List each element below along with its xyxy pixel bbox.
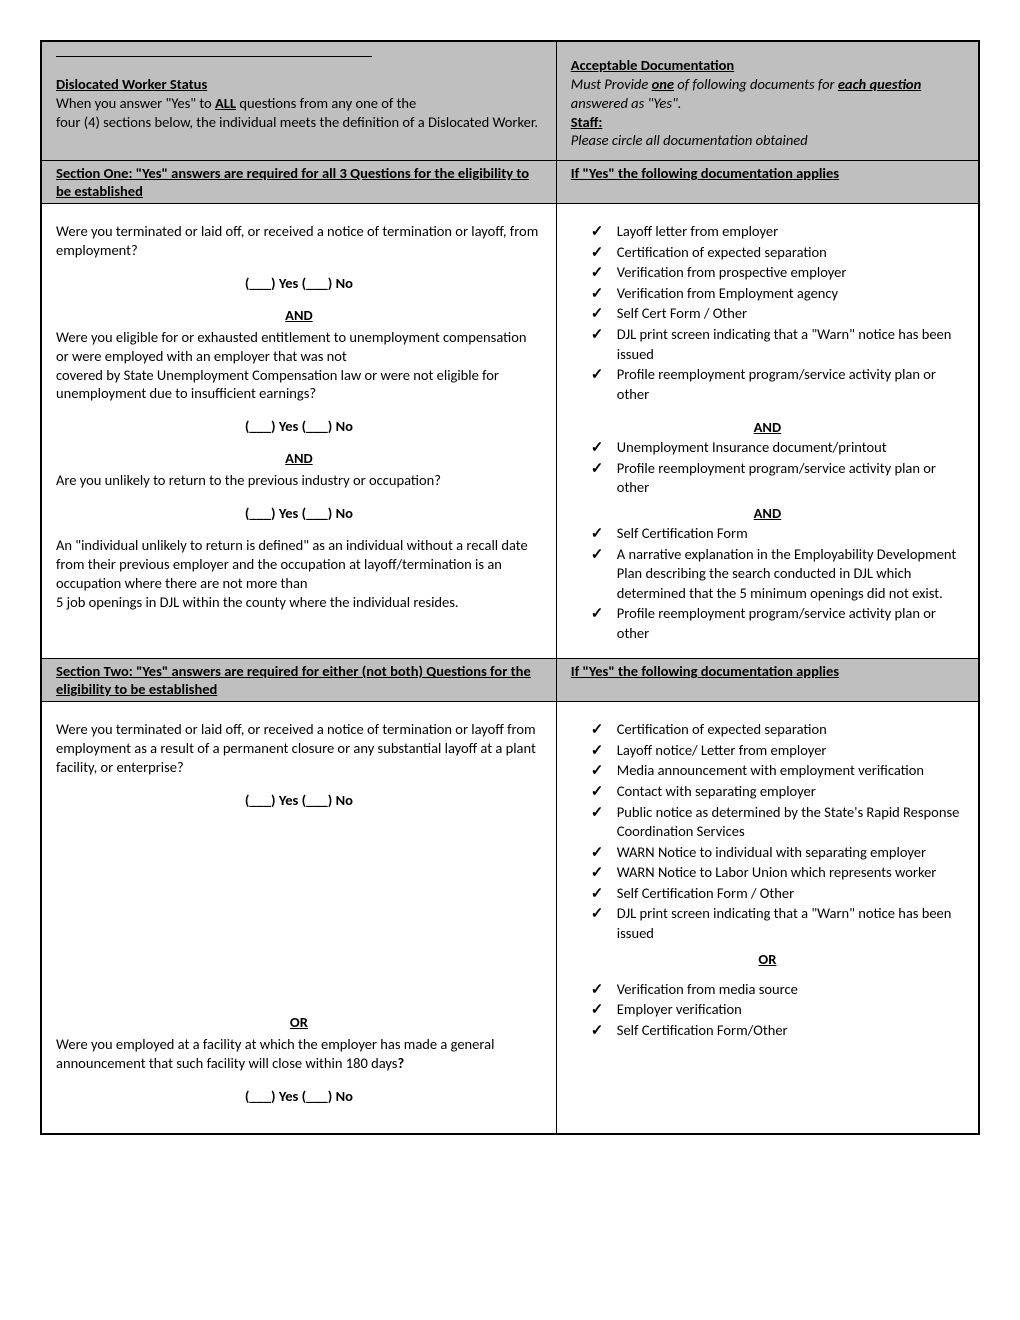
must-provide-pre: Must Provide [571,75,652,93]
list-item: Profile reemployment program/service act… [595,365,964,404]
section-one-subheader-right: If "Yes" the following documentation app… [557,161,978,203]
must-provide-each: each question [838,75,921,93]
sec2-q2-qmark: ? [397,1054,404,1072]
staff-label: Staff: [571,113,603,131]
list-item: Layoff notice/ Letter from employer [595,741,964,761]
sec2-or: OR [56,1013,542,1031]
list-item: Self Certification Form [595,524,964,544]
list-item: Profile reemployment program/service act… [595,604,964,643]
sec1-q1-yesno[interactable]: (___) Yes (___) No [56,274,542,292]
section-two-content: Were you terminated or laid off, or rece… [42,702,978,1132]
list-item: Self Certification Form/Other [595,1021,964,1041]
section-one-title: Section One: "Yes" answers are required … [56,164,529,200]
sec1-q2-l1: Were you eligible for or exhausted entit… [56,328,542,366]
list-item: Employer verification [595,1000,964,1020]
list-item: Profile reemployment program/service act… [595,459,964,498]
sec1-def-l1: An "individual unlikely to return is def… [56,536,542,593]
sec1-right-and2: AND [571,504,964,522]
sec2-docs1: Certification of expected separation Lay… [571,720,964,943]
sec1-q1: Were you terminated or laid off, or rece… [56,222,542,260]
list-item: Self Certification Form / Other [595,884,964,904]
must-provide-one: one [652,75,674,93]
header-left: Dislocated Worker Status When you answer… [42,42,557,160]
header-left-line1-pre: When you answer "Yes" to [56,94,215,112]
section-one-subheader: Section One: "Yes" answers are required … [42,161,978,204]
must-provide-post: answered as "Yes". [571,94,682,112]
section-two-subheader-right: If "Yes" the following documentation app… [557,659,978,701]
section-one-left: Were you terminated or laid off, or rece… [42,204,557,658]
sec2-q1: Were you terminated or laid off, or rece… [56,720,542,777]
header-right: Acceptable Documentation Must Provide on… [557,42,978,160]
sec1-q2-l2: covered by State Unemployment Compensati… [56,366,542,404]
section-one-right-title: If "Yes" the following documentation app… [571,164,839,182]
list-item: Verification from prospective employer [595,263,964,283]
list-item: Media announcement with employment verif… [595,761,964,781]
section-two-left: Were you terminated or laid off, or rece… [42,702,557,1132]
sec1-docs3: Self Certification Form A narrative expl… [571,524,964,643]
must-provide-mid: of following documents for [674,75,838,93]
circle-instruction: Please circle all documentation obtained [571,131,808,149]
sec1-q3-yesno[interactable]: (___) Yes (___) No [56,504,542,522]
sec1-and2: AND [56,449,542,467]
list-item: Verification from Employment agency [595,284,964,304]
section-one-subheader-left: Section One: "Yes" answers are required … [42,161,557,203]
list-item: DJL print screen indicating that a "Warn… [595,904,964,943]
sec1-q3: Are you unlikely to return to the previo… [56,471,542,490]
sec2-right-or: OR [571,950,964,968]
sec2-q2: Were you employed at a facility at which… [56,1035,542,1073]
list-item: Self Cert Form / Other [595,304,964,324]
section-one-content: Were you terminated or laid off, or rece… [42,204,978,659]
header-left-line1-post: questions from any one of the [236,94,416,112]
sec2-docs2: Verification from media source Employer … [571,980,964,1041]
section-two-title: Section Two: "Yes" answers are required … [56,662,531,698]
list-item: DJL print screen indicating that a "Warn… [595,325,964,364]
dislocated-title: Dislocated Worker Status [56,75,207,93]
list-item: Contact with separating employer [595,782,964,802]
section-one-right: Layoff letter from employer Certificatio… [557,204,978,658]
sec2-q1-yesno[interactable]: (___) Yes (___) No [56,791,542,809]
list-item: Layoff letter from employer [595,222,964,242]
section-two-right-title: If "Yes" the following documentation app… [571,662,839,680]
sec1-and1: AND [56,306,542,324]
section-two-subheader-left: Section Two: "Yes" answers are required … [42,659,557,701]
sec2-q2-pre: Were you employed at a facility at which… [56,1035,494,1072]
list-item: Verification from media source [595,980,964,1000]
acceptable-doc-title: Acceptable Documentation [571,56,734,74]
sec2-q2-yesno[interactable]: (___) Yes (___) No [56,1087,542,1105]
sec1-q2-yesno[interactable]: (___) Yes (___) No [56,417,542,435]
header-row: Dislocated Worker Status When you answer… [42,42,978,161]
sec1-right-and1: AND [571,418,964,436]
list-item: Certification of expected separation [595,243,964,263]
list-item: Certification of expected separation [595,720,964,740]
header-all-word: ALL [215,94,236,112]
divider-line [56,56,372,57]
header-left-line2: four (4) sections below, the individual … [56,113,538,131]
list-item: WARN Notice to individual with separatin… [595,843,964,863]
list-item: Unemployment Insurance document/printout [595,438,964,458]
section-two-right: Certification of expected separation Lay… [557,702,978,1132]
form-page: Dislocated Worker Status When you answer… [40,40,980,1135]
list-item: A narrative explanation in the Employabi… [595,545,964,604]
section-two-subheader: Section Two: "Yes" answers are required … [42,659,978,702]
list-item: Public notice as determined by the State… [595,803,964,842]
sec1-def-l2: 5 job openings in DJL within the county … [56,593,542,612]
list-item: WARN Notice to Labor Union which represe… [595,863,964,883]
sec1-docs2: Unemployment Insurance document/printout… [571,438,964,498]
sec1-docs1: Layoff letter from employer Certificatio… [571,222,964,404]
